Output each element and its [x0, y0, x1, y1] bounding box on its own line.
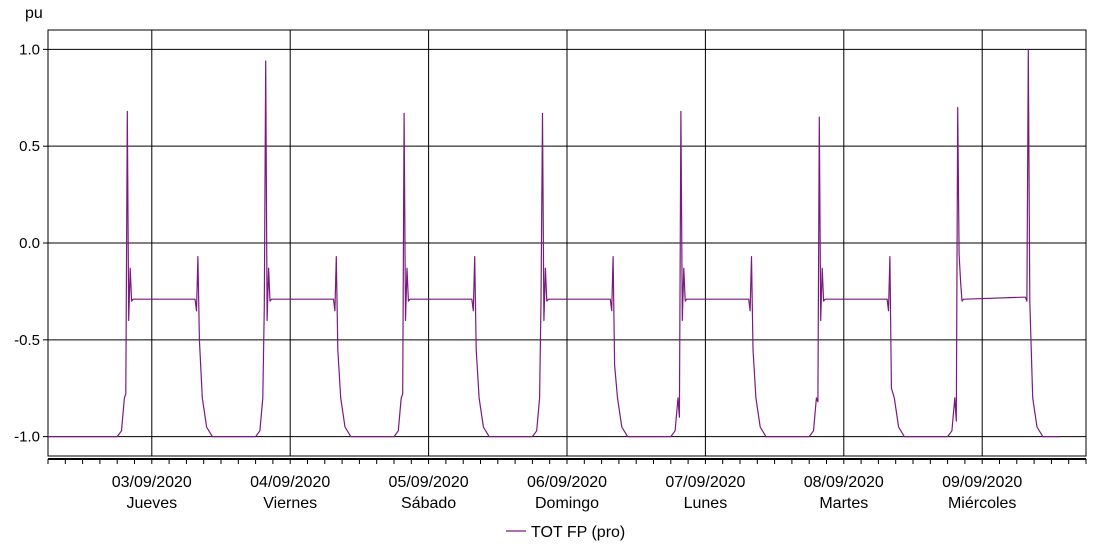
legend-label: TOT FP (pro) — [531, 524, 625, 541]
y-tick-label-3: -0.5 — [14, 332, 40, 349]
legend: TOT FP (pro) — [506, 524, 625, 541]
x-tick-day-0: Jueves — [126, 495, 177, 512]
series-line-0 — [48, 48, 1060, 438]
x-tick-date-1: 04/09/2020 — [250, 474, 330, 491]
x-tick-date-4: 07/09/2020 — [665, 474, 745, 491]
x-tick-date-6: 09/09/2020 — [942, 474, 1022, 491]
x-tick-day-1: Viernes — [263, 495, 317, 512]
y-tick-labels: 1.0 0.5 0.0 -0.5 -1.0 — [14, 41, 48, 446]
x-tick-day-6: Miércoles — [948, 495, 1016, 512]
x-tick-day-5: Martes — [819, 495, 868, 512]
x-tick-day-3: Domingo — [535, 495, 599, 512]
x-tick-date-2: 05/09/2020 — [389, 474, 469, 491]
x-axis — [47, 458, 1087, 464]
x-tick-labels: 03/09/2020 Jueves 04/09/2020 Viernes 05/09/2… — [112, 474, 1023, 512]
y-tick-label-4: -1.0 — [14, 429, 40, 446]
x-tick-day-4: Lunes — [684, 495, 728, 512]
y-axis: pu — [25, 5, 43, 22]
series-layer — [48, 48, 1060, 438]
y-tick-label-1: 0.5 — [19, 138, 40, 155]
gridlines — [48, 30, 1086, 456]
y-axis-label: pu — [25, 5, 43, 22]
x-tick-date-5: 08/09/2020 — [804, 474, 884, 491]
y-tick-label-2: 0.0 — [19, 235, 40, 252]
x-tick-date-3: 06/09/2020 — [527, 474, 607, 491]
x-tick-day-2: Sábado — [401, 495, 456, 512]
x-tick-date-0: 03/09/2020 — [112, 474, 192, 491]
y-tick-label-0: 1.0 — [19, 41, 40, 58]
